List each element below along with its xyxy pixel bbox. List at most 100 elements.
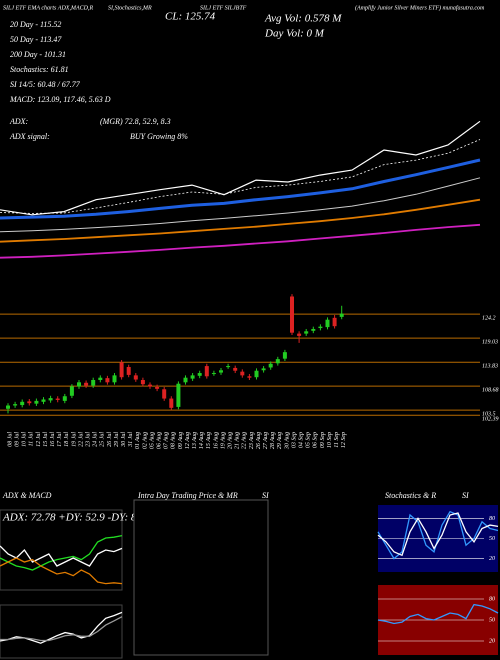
panel-title: ADX & MACD: [2, 491, 52, 500]
y-tick-label: 108.68: [482, 387, 499, 393]
x-tick-label: 27 Aug: [263, 432, 269, 449]
x-tick-label: 10 Jul: [22, 432, 28, 447]
candle-body: [318, 326, 323, 329]
panel-frame: [0, 604, 123, 659]
candle-body: [34, 400, 39, 404]
series-line: [0, 198, 481, 243]
x-tick-label: 28 Aug: [270, 432, 276, 449]
candle-body: [48, 398, 53, 401]
annotation: 200 Day - 101.31: [10, 50, 66, 59]
candle-body: [133, 375, 138, 380]
x-tick-label: 11 Sep: [334, 432, 340, 448]
candle-body: [176, 383, 181, 407]
series-line: [0, 120, 481, 216]
annotation: (MGR) 72.8, 52.9, 8.3: [100, 117, 171, 126]
x-tick-label: 23 Jul: [85, 432, 91, 447]
candle-body: [261, 368, 266, 371]
candle-body: [77, 382, 81, 387]
y-tick-label: 103.5: [482, 412, 496, 418]
candle-body: [332, 317, 337, 327]
candle-body: [240, 371, 245, 376]
y-tick-label: 113.83: [482, 364, 498, 370]
annotation: SILJ ETF EMA charts ADX,MACD,R: [3, 5, 93, 11]
annotation: (Amplify Junior Silver Miners ETF) munaf…: [355, 4, 485, 11]
y-tick-label: 124.2: [482, 314, 496, 321]
x-tick-label: 21 Aug: [235, 432, 241, 449]
x-tick-label: 25 Jul: [100, 432, 106, 447]
x-tick-label: 12 Aug: [185, 432, 191, 449]
x-tick-label: 09 Sep: [320, 432, 326, 448]
y-tick-label: 50: [489, 617, 495, 623]
x-tick-label: 11 Jul: [29, 432, 35, 447]
panel-title: Stochastics & R: [385, 491, 436, 500]
x-tick-label: 09 Jul: [14, 432, 20, 447]
candle-body: [197, 373, 202, 376]
x-tick-label: 16 Aug: [213, 432, 219, 449]
y-tick-label: 50: [489, 536, 495, 542]
annotation: SI,Stochastics,MR: [108, 5, 152, 11]
y-tick-label: 20: [489, 638, 495, 644]
candle-body: [247, 376, 252, 378]
series-line: [377, 512, 499, 557]
series-line: [0, 616, 123, 642]
annotation: ADX signal:: [9, 132, 50, 141]
x-tick-label: 06 Aug: [156, 432, 162, 449]
x-tick-label: 02 Aug: [142, 432, 148, 449]
annotation: Avg Vol: 0.578 M: [264, 13, 342, 25]
candle-body: [219, 370, 223, 373]
x-tick-label: 26 Jul: [107, 432, 113, 447]
candle-body: [169, 398, 174, 408]
candle-body: [126, 367, 131, 375]
x-tick-label: 04 Sep: [297, 432, 304, 448]
x-tick-label: 10 Sep: [327, 432, 333, 448]
candle-body: [304, 331, 309, 334]
candle-body: [105, 378, 110, 383]
candle-body: [91, 380, 96, 386]
candle-body: [268, 363, 273, 368]
panel-frame: [0, 509, 123, 591]
x-tick-label: 17 Jul: [57, 432, 63, 447]
x-tick-label: 08 Jul: [7, 432, 13, 447]
annotation: MACD: 123.09, 117.46, 5.63 D: [9, 95, 111, 104]
candle-body: [339, 313, 344, 317]
series-line: [377, 603, 499, 625]
series-line: [0, 223, 481, 259]
x-tick-label: 30 Aug: [284, 432, 290, 450]
candle-body: [325, 319, 330, 328]
x-tick-label: 16 Jul: [50, 432, 56, 447]
x-tick-label: 19 Aug: [220, 432, 226, 449]
panel-frame: [133, 499, 269, 656]
candle-body: [41, 399, 46, 402]
y-tick-label: 20: [489, 556, 495, 562]
annotation: Stochastics: 61.81: [10, 65, 69, 74]
panel-subtitle: SI: [462, 491, 469, 500]
annotation: ADX: 72.78 +DY: 52.9 -DY: 8.33: [2, 512, 151, 524]
candle-body: [226, 366, 231, 368]
x-tick-label: 06 Sep: [313, 432, 319, 448]
x-tick-label: 30 Jul: [121, 432, 127, 448]
x-tick-label: 12 Jul: [36, 432, 42, 447]
annotation: 50 Day - 113.47: [10, 35, 62, 44]
annotation: SI 14/5: 60.48 / 67.77: [10, 80, 81, 89]
x-tick-label: 15 Jul: [43, 432, 49, 447]
panel-subtitle: SI: [262, 491, 269, 500]
y-tick-label: 119.03: [482, 339, 498, 345]
candle-body: [84, 382, 89, 386]
annotation: CL: 125.74: [165, 11, 216, 23]
candle-body: [162, 389, 167, 399]
x-tick-label: 23 Aug: [249, 432, 255, 449]
candle-body: [69, 386, 74, 396]
x-tick-label: 20 Aug: [227, 432, 233, 449]
candle-body: [290, 296, 294, 333]
annotation: ADX:: [9, 117, 29, 126]
series-line: [0, 611, 123, 644]
series-line: [0, 545, 123, 567]
candle-body: [155, 386, 160, 389]
candle-body: [119, 362, 124, 378]
series-line: [377, 510, 499, 560]
candle-body: [204, 366, 209, 377]
candle-body: [112, 375, 117, 383]
candle-body: [98, 377, 103, 380]
x-tick-label: 14 Aug: [198, 432, 205, 449]
